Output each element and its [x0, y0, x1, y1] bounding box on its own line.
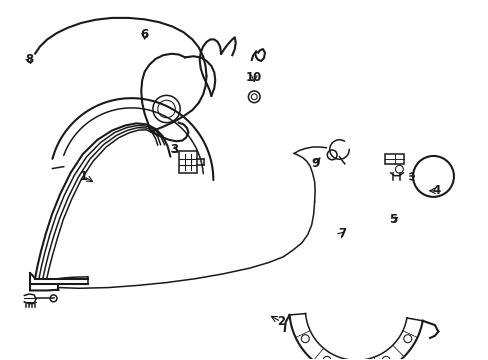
Text: 9: 9 — [310, 157, 319, 170]
Text: 10: 10 — [245, 71, 262, 84]
Text: 6: 6 — [140, 28, 148, 41]
Bar — [384, 154, 404, 164]
Text: 4: 4 — [432, 184, 440, 197]
Text: 5: 5 — [388, 213, 396, 226]
Text: 7: 7 — [337, 227, 346, 240]
Bar — [179, 150, 196, 172]
Text: 8: 8 — [25, 53, 33, 66]
Text: 1: 1 — [80, 170, 88, 183]
Text: 2: 2 — [276, 315, 285, 328]
Text: 3: 3 — [169, 143, 178, 156]
